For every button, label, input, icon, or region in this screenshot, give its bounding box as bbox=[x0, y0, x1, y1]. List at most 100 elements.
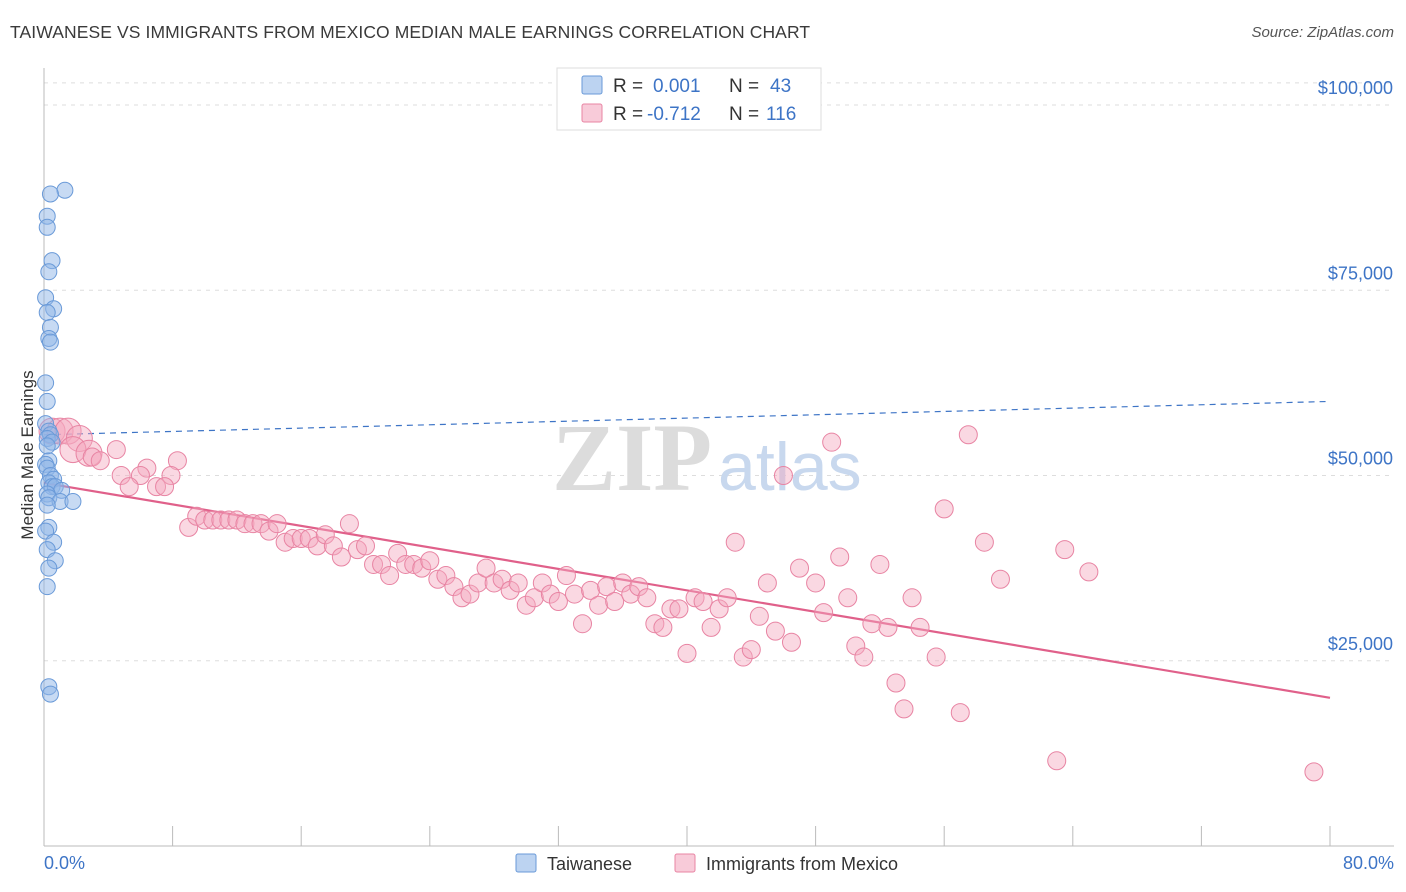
y-tick-label: $75,000 bbox=[1328, 263, 1393, 283]
point-mexico bbox=[195, 510, 215, 530]
point-mexico bbox=[854, 647, 874, 667]
watermark-zip: ZIP bbox=[552, 404, 712, 511]
trend-line-mexico bbox=[43, 481, 1331, 699]
point-mexico bbox=[581, 580, 601, 600]
point-mexico bbox=[717, 588, 737, 608]
point-mexico bbox=[436, 566, 456, 586]
point-mexico bbox=[838, 588, 858, 608]
point-mexico bbox=[661, 599, 681, 619]
point-mexico bbox=[331, 547, 351, 567]
point-mexico bbox=[243, 514, 263, 534]
point-taiwanese bbox=[40, 559, 58, 577]
point-mexico bbox=[119, 477, 139, 497]
point-mexico bbox=[59, 436, 87, 464]
legend-r-value: 0.001 bbox=[653, 76, 701, 97]
watermark-atlas: atlas bbox=[718, 429, 862, 505]
point-taiwanese bbox=[37, 374, 55, 392]
legend-n-value: 116 bbox=[766, 104, 796, 125]
point-mexico bbox=[1055, 540, 1075, 560]
point-mexico bbox=[556, 566, 576, 586]
point-mexico bbox=[147, 477, 167, 497]
point-mexico bbox=[235, 514, 255, 534]
legend: R = 0.001 N = 43 R = -0.712 N = 116 bbox=[556, 67, 822, 131]
point-mexico bbox=[677, 643, 697, 663]
point-mexico bbox=[765, 621, 785, 641]
bottom-legend-swatch-taiwanese bbox=[515, 853, 537, 873]
point-mexico bbox=[902, 588, 922, 608]
trend-line-taiwanese bbox=[43, 400, 1331, 436]
y-tick-label: $100,000 bbox=[1318, 78, 1393, 98]
point-mexico bbox=[307, 536, 327, 556]
point-mexico bbox=[179, 517, 199, 537]
point-mexico bbox=[323, 536, 343, 556]
point-mexico bbox=[1079, 562, 1099, 582]
point-mexico bbox=[444, 577, 464, 597]
point-mexico bbox=[958, 425, 978, 445]
point-mexico bbox=[749, 606, 769, 626]
point-taiwanese bbox=[38, 496, 56, 514]
point-mexico bbox=[211, 510, 231, 530]
point-mexico bbox=[283, 529, 303, 549]
point-mexico bbox=[613, 573, 633, 593]
point-mexico bbox=[524, 588, 544, 608]
y-axis-title: Median Male Earnings bbox=[18, 370, 37, 539]
point-taiwanese bbox=[41, 333, 59, 351]
point-mexico bbox=[573, 614, 593, 634]
point-mexico bbox=[870, 554, 890, 574]
point-mexico bbox=[90, 451, 110, 471]
point-taiwanese bbox=[38, 218, 56, 236]
point-mexico bbox=[500, 580, 520, 600]
point-mexico bbox=[137, 458, 157, 478]
legend-n-label: N = bbox=[729, 104, 759, 125]
point-mexico bbox=[75, 439, 103, 467]
point-taiwanese bbox=[38, 578, 56, 596]
point-mexico bbox=[974, 532, 994, 552]
point-mexico bbox=[950, 703, 970, 723]
trend-lines bbox=[43, 400, 1331, 699]
point-mexico bbox=[597, 577, 617, 597]
y-tick-label: $50,000 bbox=[1328, 449, 1393, 469]
point-mexico bbox=[315, 525, 335, 545]
point-mexico bbox=[637, 588, 657, 608]
point-mexico bbox=[508, 573, 528, 593]
point-mexico bbox=[388, 543, 408, 563]
point-taiwanese bbox=[38, 437, 56, 455]
point-mexico bbox=[781, 632, 801, 652]
point-mexico bbox=[653, 617, 673, 637]
point-mexico bbox=[725, 532, 745, 552]
point-mexico bbox=[878, 617, 898, 637]
point-mexico bbox=[548, 591, 568, 611]
bottom-legend-label-taiwanese: Taiwanese bbox=[547, 854, 632, 874]
legend-r-label: R = bbox=[613, 76, 643, 97]
point-mexico bbox=[476, 558, 496, 578]
point-mexico bbox=[291, 529, 311, 549]
point-mexico bbox=[733, 647, 753, 667]
point-mexico bbox=[701, 617, 721, 637]
point-mexico bbox=[773, 466, 793, 486]
point-mexico bbox=[364, 554, 384, 574]
point-mexico bbox=[757, 573, 777, 593]
point-taiwanese bbox=[40, 263, 58, 281]
point-mexico bbox=[251, 514, 271, 534]
point-mexico bbox=[886, 673, 906, 693]
point-mexico bbox=[540, 584, 560, 604]
point-mexico bbox=[790, 558, 810, 578]
y-tick-labels: $25,000 $50,000 $75,000 $100,000 bbox=[1318, 78, 1393, 654]
legend-n-label: N = bbox=[729, 76, 759, 97]
chart-source: Source: ZipAtlas.com bbox=[1251, 24, 1394, 41]
point-taiwanese bbox=[41, 185, 59, 203]
point-mexico bbox=[693, 591, 713, 611]
point-mexico bbox=[396, 554, 416, 574]
legend-swatch-mexico bbox=[581, 103, 603, 123]
data-points bbox=[37, 181, 1324, 782]
point-mexico bbox=[894, 699, 914, 719]
point-mexico bbox=[830, 547, 850, 567]
point-taiwanese bbox=[38, 304, 56, 322]
point-mexico bbox=[412, 558, 432, 578]
bottom-legend-swatch-mexico bbox=[674, 853, 696, 873]
point-mexico bbox=[516, 595, 536, 615]
point-mexico bbox=[267, 514, 287, 534]
legend-n-value: 43 bbox=[770, 76, 791, 97]
point-mexico bbox=[468, 573, 488, 593]
